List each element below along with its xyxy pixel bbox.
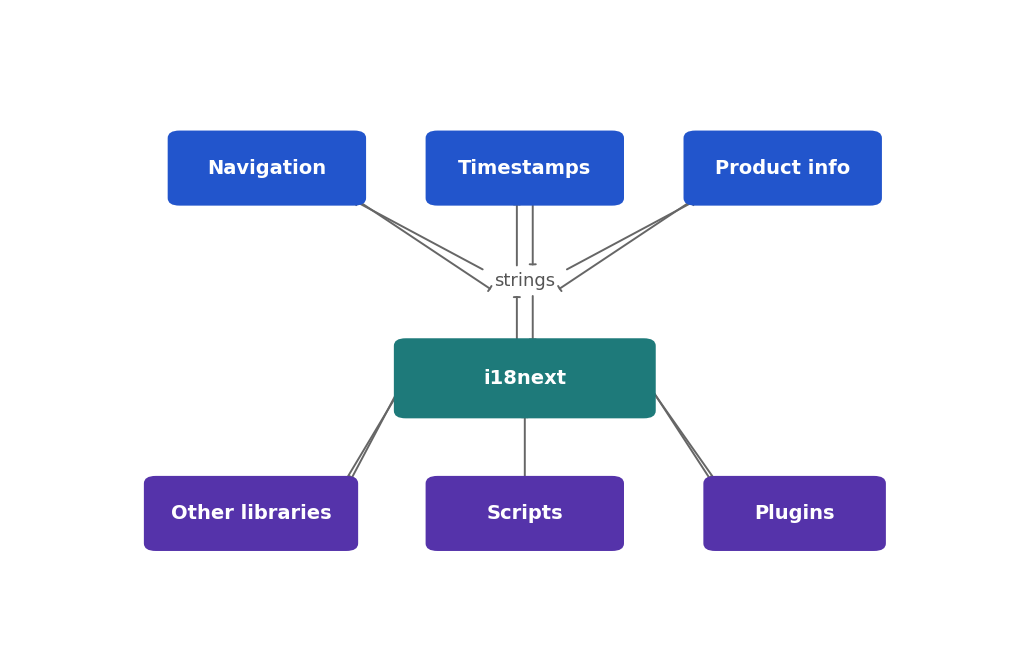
Text: i18next: i18next (483, 369, 566, 388)
FancyBboxPatch shape (426, 476, 624, 551)
FancyBboxPatch shape (426, 131, 624, 205)
FancyBboxPatch shape (168, 131, 367, 205)
Text: Product info: Product info (715, 159, 850, 177)
Text: strings: strings (495, 272, 555, 290)
FancyBboxPatch shape (394, 338, 655, 419)
Text: Navigation: Navigation (207, 159, 327, 177)
Text: Timestamps: Timestamps (458, 159, 592, 177)
FancyBboxPatch shape (143, 476, 358, 551)
Text: Scripts: Scripts (486, 504, 563, 523)
Text: Other libraries: Other libraries (171, 504, 332, 523)
FancyBboxPatch shape (703, 476, 886, 551)
Text: Plugins: Plugins (755, 504, 835, 523)
FancyBboxPatch shape (684, 131, 882, 205)
